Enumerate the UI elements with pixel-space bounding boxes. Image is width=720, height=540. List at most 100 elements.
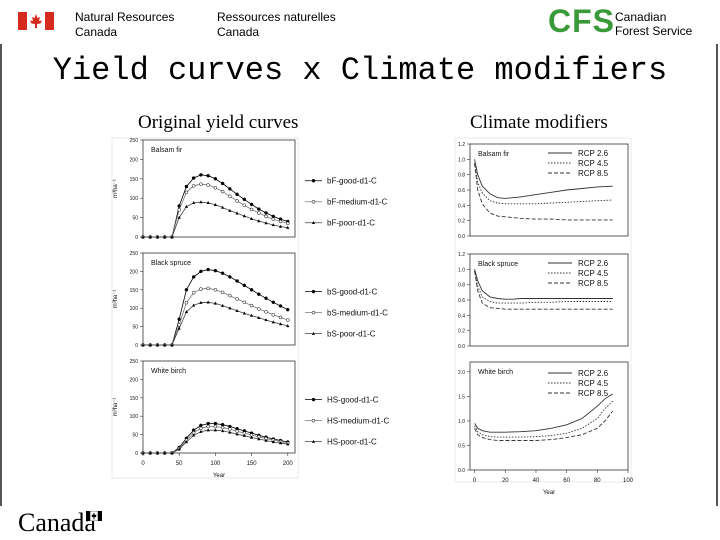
left-panel-1-series-1-point: [184, 288, 189, 292]
left-panel-1-series-2-point: [264, 310, 268, 314]
left-panel-2-legend-marker: [311, 418, 316, 423]
left-panel-1-series-2-point: [271, 313, 276, 317]
right-panel-0-y-tick-label: 1.0: [458, 157, 465, 163]
right-panel-1-legend-label: RCP 2.6: [578, 259, 609, 268]
left-panel-0-series-3-point: [235, 211, 239, 215]
left-panel-2-species-label: White birch: [151, 368, 186, 375]
left-panel-1-plot-frame: [142, 252, 296, 346]
left-panel-0-series-2-point: [242, 203, 247, 207]
left-panel-0-series-1-point: [242, 197, 247, 202]
left-panel-1-series-1-point: [242, 283, 247, 288]
left-panel-1-series-1-point: [220, 271, 225, 275]
left-panel-0-series-3-point: [163, 235, 167, 239]
left-panel-0-legend-label: bF-poor-d1-C: [327, 219, 375, 228]
right-panel-1-series-1-line: [474, 269, 613, 300]
left-panel-2-x-tick-label: 50: [176, 461, 183, 467]
left-panel-0-series-2-point: [184, 190, 189, 195]
wordmark-flag-icon: [86, 511, 102, 521]
left-panel-2-series-3-point: [192, 433, 196, 437]
left-panel-0-y-tick-label: 100: [130, 196, 139, 202]
left-panel-0-legend-marker: [311, 178, 316, 183]
right-panel-1-legend-label: RCP 4.5: [578, 269, 609, 278]
right-panel-2-species-label: White birch: [478, 369, 513, 376]
right-panel-1-y-tick-label: 0.2: [458, 329, 465, 335]
right-panel-1-series-2-line: [474, 270, 613, 304]
left-panel-0-plot-frame: [142, 139, 296, 238]
left-panel-1-series-2-point: [184, 300, 189, 305]
right-panel-2-plot-frame: [469, 361, 629, 471]
left-panel-1-series-2-point: [213, 288, 218, 292]
left-panel-2-y-tick-label: 250: [130, 359, 139, 365]
right-panel-2-y-tick-label: 1.0: [458, 419, 465, 425]
right-column-heading: Climate modifiers: [470, 112, 608, 133]
left-panel-1-series-2-point: [278, 315, 283, 320]
left-panel-2-y-tick-label: 200: [130, 377, 139, 383]
left-panel-2-series-3-point: [206, 428, 210, 432]
left-panel-1-series-1-point: [249, 288, 254, 292]
left-panel-1-series-3-point: [221, 303, 225, 307]
left-panel-1-series-1-point: [264, 296, 268, 301]
left-panel-0-series-2-point: [249, 207, 254, 212]
left-panel-2-series-3-point: [271, 440, 275, 444]
left-panel-2-series-3-point: [264, 438, 268, 442]
left-panel-2-series-3-point: [148, 451, 152, 455]
left-panel-0-series-2-point: [257, 211, 261, 215]
left-panel-0-series-3-point: [228, 208, 232, 212]
left-panel-2-series-1-point: [220, 422, 225, 427]
right-panel-0-y-tick-label: 0.4: [458, 203, 465, 209]
left-panel-2-series-3-point: [242, 433, 246, 437]
left-panel-2-series-3-point: [170, 451, 174, 455]
left-panel-0-series-1-point: [235, 192, 239, 197]
left-panel-0-series-1-point: [249, 202, 254, 207]
left-panel-1-series-3-point: [148, 343, 152, 347]
right-panel-2-y-tick-label: 0.5: [458, 443, 465, 449]
left-panel-0-series-2-point: [206, 183, 210, 187]
right-panel-1-series-3-line: [474, 270, 613, 310]
left-panel-0-species-label: Balsam fir: [151, 147, 183, 154]
left-panel-1-series-3-point: [177, 326, 181, 330]
left-panel-2-x-tick-label: 200: [283, 461, 294, 467]
right-panel-1-y-tick-label: 0.6: [458, 298, 465, 304]
left-panel-1-series-3-point: [264, 318, 268, 322]
left-panel-0-series-1-point: [199, 173, 203, 177]
right-panel-1-legend-label: RCP 8.5: [578, 279, 609, 288]
right-panel-2-x-tick-label: 40: [533, 478, 540, 484]
left-panel-1-legend-label: bS-poor-d1-C: [327, 330, 376, 339]
left-panel-2-series-1-point: [213, 421, 218, 426]
left-panel-0-series-2-point: [286, 221, 290, 226]
left-column-heading: Original yield curves: [138, 112, 299, 133]
left-panel-1-series-1-point: [191, 275, 196, 279]
right-panel-1-y-tick-label: 1.0: [458, 267, 465, 273]
left-panel-0-series-1-point: [184, 184, 189, 189]
left-panel-0-series-3-point: [206, 201, 210, 205]
left-panel-1-y-tick-label: 50: [132, 325, 138, 331]
left-panel-0-series-1-point: [264, 211, 268, 215]
left-panel-0-y-tick-label: 50: [132, 216, 138, 222]
left-panel-1-series-1-point: [177, 317, 181, 321]
right-panel-1-y-tick-label: 0.4: [458, 313, 465, 319]
right-panel-2-x-tick-label: 0: [473, 478, 477, 484]
cfs-name: Canadian Forest Service: [615, 10, 693, 38]
right-panel-2-x-tick-label: 100: [623, 478, 634, 484]
left-panel-1-series-2-point: [191, 290, 196, 295]
left-panel-1-series-1-point: [286, 307, 290, 312]
right-panel-0-y-tick-label: 0.6: [458, 188, 465, 194]
left-panel-0-y-tick-label: 200: [130, 157, 139, 163]
left-panel-1-y-tick-label: 250: [130, 251, 139, 257]
left-panel-1-series-3-point: [184, 310, 189, 314]
right-panel-0-y-tick-label: 0.2: [458, 219, 465, 225]
left-panel-1-series-2-point: [249, 303, 254, 308]
right-panel-2-series-2-line: [474, 400, 614, 438]
left-panel-2-series-1-point: [206, 421, 210, 426]
right-panel-0-y-tick-label: 0.8: [458, 173, 465, 179]
left-panel-0-series-2-point: [278, 219, 283, 224]
left-panel-0-legend-label: bF-good-d1-C: [327, 177, 377, 186]
left-panel-1-series-3-point: [235, 308, 239, 312]
left-panel-2-plot-frame: [142, 360, 296, 454]
left-panel-2-series-2-point: [235, 429, 239, 434]
left-panel-1-series-1-point: [199, 269, 203, 274]
left-panel-0-series-1-point: [191, 176, 196, 180]
left-panel-0-series-1-point: [220, 181, 225, 186]
left-panel-1-series-1-point: [257, 292, 261, 296]
